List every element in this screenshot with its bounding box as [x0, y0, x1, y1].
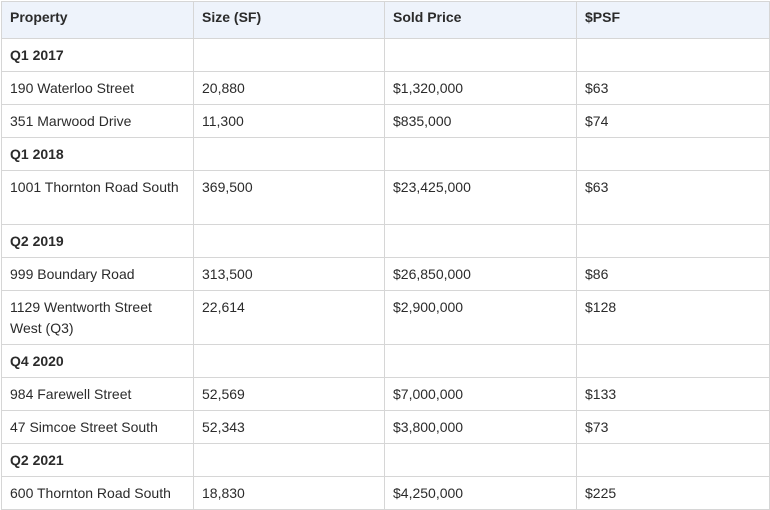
group-row: Q2 2019 — [1, 224, 770, 258]
empty-cell — [193, 137, 385, 171]
group-label: Q1 2017 — [1, 38, 194, 72]
cell-property: 47 Simcoe Street South — [1, 410, 194, 444]
header-row: Property Size (SF) Sold Price $PSF — [1, 1, 770, 39]
table-header: Property Size (SF) Sold Price $PSF — [1, 1, 770, 39]
table-body: Q1 2017 190 Waterloo Street 20,880 $1,32… — [1, 38, 770, 510]
cell-size: 369,500 — [193, 170, 385, 225]
empty-cell — [576, 137, 770, 171]
group-row: Q2 2021 — [1, 443, 770, 477]
cell-property: 190 Waterloo Street — [1, 71, 194, 105]
empty-cell — [384, 344, 577, 378]
table-row: 1001 Thornton Road South 369,500 $23,425… — [1, 170, 770, 225]
cell-price: $2,900,000 — [384, 290, 577, 345]
cell-psf: $128 — [576, 290, 770, 345]
group-row: Q4 2020 — [1, 344, 770, 378]
cell-size: 313,500 — [193, 257, 385, 291]
cell-psf: $73 — [576, 410, 770, 444]
cell-price: $835,000 — [384, 104, 577, 138]
cell-property: 351 Marwood Drive — [1, 104, 194, 138]
cell-size: 52,343 — [193, 410, 385, 444]
empty-cell — [576, 443, 770, 477]
group-label: Q4 2020 — [1, 344, 194, 378]
empty-cell — [193, 443, 385, 477]
empty-cell — [193, 38, 385, 72]
cell-property: 984 Farewell Street — [1, 377, 194, 411]
group-row: Q1 2018 — [1, 137, 770, 171]
cell-size: 52,569 — [193, 377, 385, 411]
cell-price: $1,320,000 — [384, 71, 577, 105]
table-row: 999 Boundary Road 313,500 $26,850,000 $8… — [1, 257, 770, 291]
cell-size: 22,614 — [193, 290, 385, 345]
table-row: 600 Thornton Road South 18,830 $4,250,00… — [1, 476, 770, 510]
cell-psf: $133 — [576, 377, 770, 411]
cell-psf: $63 — [576, 71, 770, 105]
cell-psf: $63 — [576, 170, 770, 225]
table-row: 984 Farewell Street 52,569 $7,000,000 $1… — [1, 377, 770, 411]
empty-cell — [576, 224, 770, 258]
cell-psf: $225 — [576, 476, 770, 510]
table-row: 1129 Wentworth Street West (Q3) 22,614 $… — [1, 290, 770, 345]
empty-cell — [576, 344, 770, 378]
cell-property: 999 Boundary Road — [1, 257, 194, 291]
empty-cell — [193, 344, 385, 378]
cell-price: $23,425,000 — [384, 170, 577, 225]
group-label: Q2 2021 — [1, 443, 194, 477]
empty-cell — [384, 38, 577, 72]
group-row: Q1 2017 — [1, 38, 770, 72]
cell-psf: $74 — [576, 104, 770, 138]
cell-psf: $86 — [576, 257, 770, 291]
group-label: Q1 2018 — [1, 137, 194, 171]
header-size: Size (SF) — [193, 1, 385, 39]
empty-cell — [384, 224, 577, 258]
cell-price: $3,800,000 — [384, 410, 577, 444]
header-property: Property — [1, 1, 194, 39]
empty-cell — [384, 137, 577, 171]
table-row: 190 Waterloo Street 20,880 $1,320,000 $6… — [1, 71, 770, 105]
cell-size: 18,830 — [193, 476, 385, 510]
header-psf: $PSF — [576, 1, 770, 39]
table-row: 351 Marwood Drive 11,300 $835,000 $74 — [1, 104, 770, 138]
header-sold-price: Sold Price — [384, 1, 577, 39]
cell-property: 600 Thornton Road South — [1, 476, 194, 510]
cell-size: 20,880 — [193, 71, 385, 105]
empty-cell — [384, 443, 577, 477]
group-label: Q2 2019 — [1, 224, 194, 258]
table-row: 47 Simcoe Street South 52,343 $3,800,000… — [1, 410, 770, 444]
cell-price: $26,850,000 — [384, 257, 577, 291]
cell-property: 1129 Wentworth Street West (Q3) — [1, 290, 194, 345]
cell-property: 1001 Thornton Road South — [1, 170, 194, 225]
empty-cell — [576, 38, 770, 72]
empty-cell — [193, 224, 385, 258]
cell-price: $7,000,000 — [384, 377, 577, 411]
cell-size: 11,300 — [193, 104, 385, 138]
